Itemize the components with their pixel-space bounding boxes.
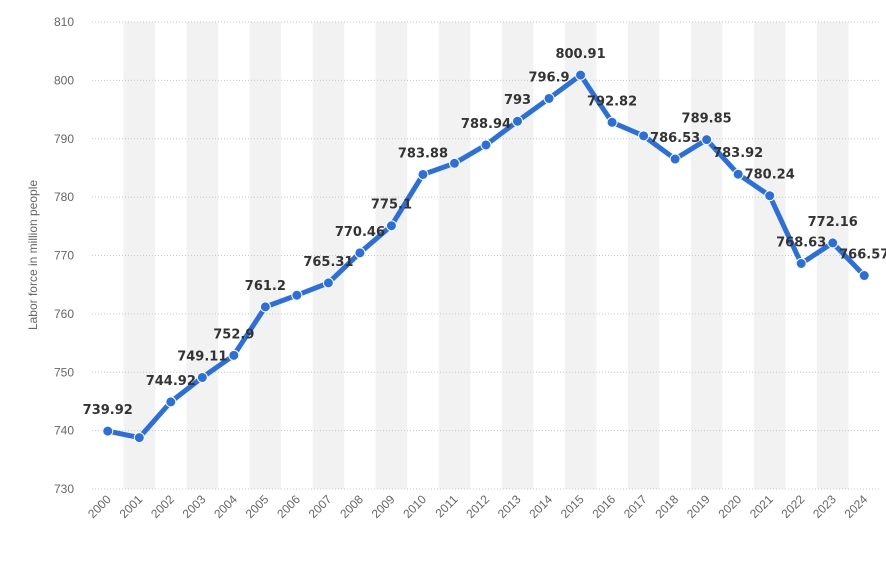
y-tick-800: 800 [54,73,74,87]
x-tick-2009: 2009 [369,492,398,521]
y-tick-740: 740 [54,424,74,438]
x-tick-2019: 2019 [684,492,713,521]
x-tick-2023: 2023 [810,492,839,521]
y-tick-760: 760 [54,307,74,321]
data-label-2012: 788.94 [461,117,511,132]
point-2005 [259,301,271,313]
data-label-2009: 775.1 [371,198,412,213]
y-tick-750: 750 [54,365,74,379]
data-label-2016: 792.82 [587,94,637,109]
x-tick-2017: 2017 [621,492,650,521]
data-label-2004: 752.9 [213,327,254,342]
x-tick-2002: 2002 [148,492,177,521]
point-2020 [732,168,744,180]
point-2014 [543,92,555,104]
data-label-2021: 780.24 [745,168,795,183]
data-label-2002: 744.92 [146,374,196,389]
band-2013 [501,22,534,489]
point-2017 [638,130,650,142]
point-2021 [764,190,776,202]
data-label-2005: 761.2 [245,279,286,294]
data-label-2014: 796.9 [528,70,569,85]
x-tick-2011: 2011 [432,492,460,520]
data-points [102,69,870,444]
x-tick-2013: 2013 [495,492,524,521]
data-label-2020: 783.92 [713,146,763,161]
point-2003 [196,371,208,383]
x-tick-2006: 2006 [274,492,303,521]
data-label-2019: 789.85 [682,112,732,127]
data-label-2018: 786.53 [650,131,700,146]
point-2010 [417,168,429,180]
band-2019 [690,22,723,489]
point-2002 [165,396,177,408]
y-tick-730: 730 [54,482,74,496]
band-2017 [627,22,660,489]
x-tick-2020: 2020 [715,492,744,521]
data-labels: 739.92 744.92 749.11 752.9 761.2 765.31 770.46… [83,47,886,418]
x-tick-2010: 2010 [400,492,429,521]
y-tick-770: 770 [54,249,74,263]
data-label-2023: 772.16 [808,215,858,230]
point-2015 [575,69,587,81]
x-tick-2014: 2014 [526,492,555,521]
x-tick-2022: 2022 [779,492,808,521]
data-label-2008: 770.46 [335,225,385,240]
band-2021 [753,22,786,489]
point-2024 [858,270,870,282]
data-label-2013: 793 [504,93,531,108]
x-tick-2005: 2005 [243,492,272,521]
gridlines [92,21,880,490]
point-2009 [385,220,397,232]
y-axis-ticks: 730 740 750 760 770 780 790 800 810 [54,15,74,496]
y-tick-780: 780 [54,190,74,204]
x-tick-2018: 2018 [652,492,681,521]
data-label-2010: 783.88 [398,146,448,161]
point-2018 [669,153,681,165]
point-2000 [102,425,114,437]
point-2012 [480,139,492,151]
y-axis-label: Labor force in million people [26,180,40,330]
point-2004 [228,349,240,361]
data-label-2024: 766.57 [839,248,886,263]
point-2008 [354,247,366,259]
x-tick-2003: 2003 [180,492,209,521]
x-tick-2021: 2021 [747,492,776,521]
x-tick-2004: 2004 [211,492,240,521]
x-tick-2012: 2012 [463,492,492,521]
x-tick-2007: 2007 [306,492,335,521]
data-label-2022: 768.63 [776,235,826,250]
x-tick-2024: 2024 [842,492,871,521]
point-2019 [701,134,713,146]
data-label-2003: 749.11 [177,349,227,364]
band-2015 [564,22,597,489]
point-2001 [133,432,145,444]
x-tick-2015: 2015 [558,492,587,521]
point-2022 [795,257,807,269]
point-2023 [827,237,839,249]
point-2013 [512,115,524,127]
point-2006 [291,289,303,301]
point-2011 [448,157,460,169]
data-label-2007: 765.31 [303,255,353,270]
x-tick-2016: 2016 [589,492,618,521]
point-2007 [322,277,334,289]
point-2016 [606,116,618,128]
x-tick-2001: 2001 [117,492,146,521]
y-tick-810: 810 [54,15,74,29]
data-label-2015: 800.91 [555,47,605,62]
data-label-2000: 739.92 [83,403,133,418]
x-tick-2008: 2008 [337,492,366,521]
y-tick-790: 790 [54,132,74,146]
x-tick-2000: 2000 [85,492,114,521]
x-axis-ticks: 2000 2001 2002 2003 2004 2005 2006 2007 2008 2009… [85,492,870,521]
